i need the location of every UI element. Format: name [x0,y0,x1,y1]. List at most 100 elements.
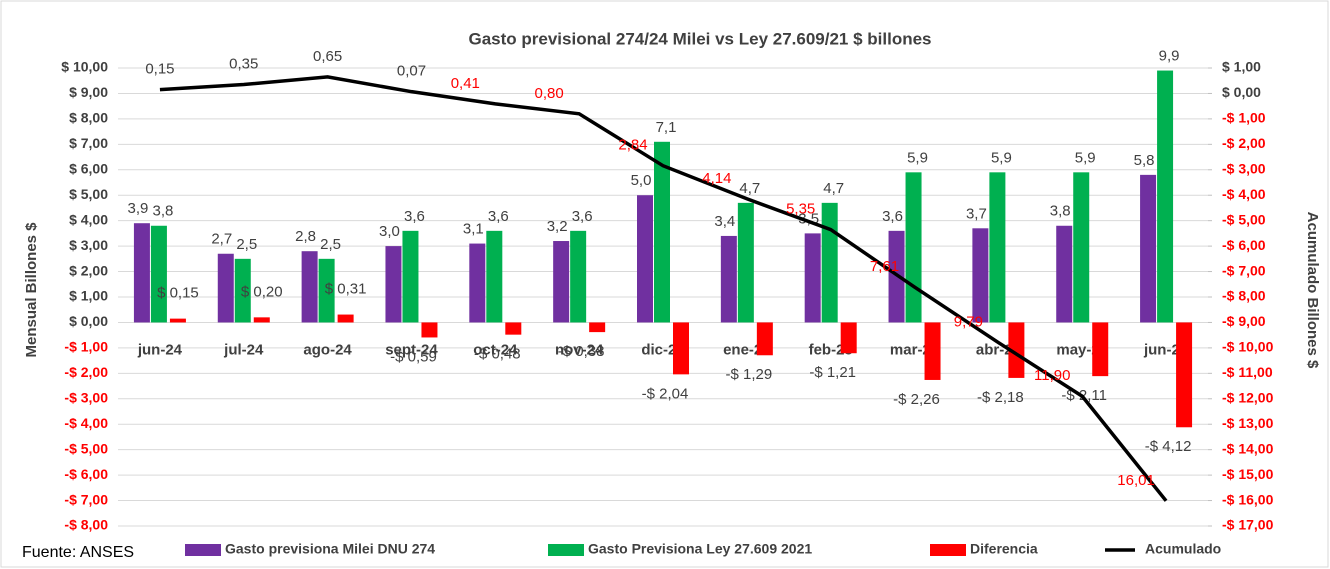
bar [589,322,606,333]
bar-label: 4,7 [739,180,760,197]
bar-label: 9,9 [1159,48,1180,65]
bar [337,314,354,323]
bar [1008,322,1025,378]
y-tick-label: $ 5,00 [69,186,108,202]
y2-tick-label: $ 0,00 [1222,84,1261,100]
bar [1157,70,1174,323]
y-tick-label: $ 3,00 [69,237,108,253]
bar-label: 2,5 [236,236,257,253]
y-tick-label: -$ 1,00 [64,339,108,355]
line-label: 0,35 [229,56,258,73]
y-tick-label: -$ 5,00 [64,440,108,456]
bar-label: 3,4 [714,213,735,230]
bar-label: -$ 0,48 [474,346,521,363]
y-tick-label: $ 1,00 [69,288,108,304]
bar [972,228,989,323]
y2-tick-label: -$ 12,00 [1222,389,1274,405]
bar-label: 2,7 [211,231,232,248]
bar [234,258,251,323]
line-label: 2,84 [618,137,647,154]
y-tick-label: -$ 4,00 [64,415,108,431]
y2-axis-title: Acumulado Billones $ [1304,212,1321,369]
bar [1092,322,1109,377]
bar-label: -$ 2,18 [977,389,1024,406]
bar [924,322,941,380]
y-tick-label: $ 6,00 [69,160,108,176]
bar-label: -$ 2,04 [642,385,689,402]
line-label: 7,61 [870,258,899,275]
bar-label: 3,1 [463,221,484,238]
bar [737,202,754,323]
y-tick-label: $ 7,00 [69,135,108,151]
bar-label: -$ 0,59 [390,348,437,365]
x-tick-label: jul-24 [223,341,264,358]
bar [570,230,587,323]
bar [804,233,821,323]
y2-tick-label: -$ 7,00 [1222,262,1266,278]
x-tick-label: nov-24 [555,341,604,358]
bar [253,317,270,323]
line-label: 11,90 [1034,367,1070,384]
bar [133,223,150,323]
bar-label: 3,6 [404,208,425,225]
y-tick-label: -$ 8,00 [64,517,108,533]
bar [1056,225,1073,323]
x-tick-label: oct-24 [473,341,518,358]
y-tick-label: -$ 2,00 [64,364,108,380]
bar-label: 5,8 [1134,152,1155,169]
y2-tick-label: -$ 6,00 [1222,237,1266,253]
source: Fuente: ANSES [22,544,134,561]
bar [217,253,234,323]
bar-label: -$ 2,26 [893,391,940,408]
bar [821,202,838,323]
bar-label: 5,9 [1075,149,1096,166]
bar-label: 3,8 [152,203,173,220]
y2-tick-label: -$ 9,00 [1222,313,1266,329]
legend-label: Diferencia [970,541,1038,557]
x-tick-label: ago-24 [303,341,352,358]
y-tick-label: $ 10,00 [61,59,108,75]
line-label: 5,35 [786,201,815,218]
y2-tick-label: -$ 16,00 [1222,491,1274,507]
y-tick-label: $ 2,00 [69,262,108,278]
bar-label: $ 0,31 [325,281,367,298]
legend-label: Gasto previsiona Milei DNU 274 [225,541,435,557]
y-tick-label: -$ 3,00 [64,389,108,405]
y2-tick-label: -$ 17,00 [1222,517,1274,533]
line-label: 0,15 [145,61,174,78]
y2-tick-label: -$ 4,00 [1222,186,1266,202]
bar-label: 2,5 [320,236,341,253]
bar [505,322,522,335]
chart-title: Gasto previsional 274/24 Milei vs Ley 27… [468,29,931,48]
bar-label: -$ 2,11 [1061,387,1107,404]
x-tick-label: jun-24 [137,341,183,358]
bar-label: $ 0,20 [241,283,283,300]
bar [1176,322,1193,428]
line-label: 4,14 [702,170,731,187]
bar-label: 5,9 [907,149,928,166]
line-label: 9,79 [954,314,983,331]
bar [840,322,857,354]
bar [673,322,689,375]
legend-swatch [185,544,221,556]
y-tick-label: $ 8,00 [69,110,108,126]
bar [756,322,773,356]
y-tick-label: -$ 6,00 [64,466,108,482]
bar [637,195,653,323]
bar-label: 3,6 [572,208,593,225]
bar-label: 5,9 [991,149,1012,166]
line-label: 0,80 [535,85,564,102]
bar [720,235,737,323]
bar-label: 4,7 [823,180,844,197]
x-tick-label: sept-24 [385,341,438,358]
bar [553,241,570,323]
bar-label: -$ 1,29 [725,366,772,383]
line-label: 0,41 [451,75,480,92]
bar [486,230,503,323]
bar [469,243,486,323]
legend-label: Gasto Previsiona Ley 27.609 2021 [588,541,812,557]
bar [1140,174,1157,323]
bar-label: 3,7 [966,205,987,222]
bar [150,225,167,323]
